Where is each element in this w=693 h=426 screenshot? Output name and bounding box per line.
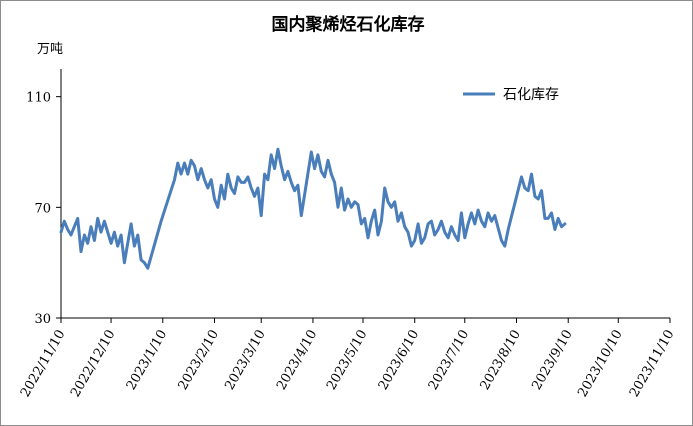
y-tick-group: 30 70 110 — [26, 91, 61, 327]
chart-title: 国内聚烯烃石化库存 — [272, 14, 425, 35]
legend-label: 石化库存 — [503, 87, 559, 103]
x-tick-label: 2023/2/10 — [176, 328, 222, 393]
y-tick-label: 70 — [34, 201, 51, 216]
x-tick-label: 2023/6/10 — [376, 328, 422, 393]
x-tick-label: 2023/3/10 — [222, 328, 268, 393]
x-tick-label: 2023/8/10 — [478, 328, 524, 393]
x-tick-label: 2023/10/10 — [575, 328, 625, 400]
series-line-石化库存 — [59, 147, 567, 270]
x-tick-label: 2023/5/10 — [324, 328, 370, 393]
x-tick-label: 2023/11/10 — [627, 328, 677, 400]
x-tick-group: 2022/11/10 2022/12/10 2023/1/10 2023/2/10 20… — [18, 318, 677, 400]
x-tick-label: 2022/11/10 — [18, 328, 68, 400]
x-tick-label: 2023/9/10 — [529, 328, 575, 393]
x-tick-label: 2023/4/10 — [274, 328, 320, 393]
y-axis-unit: 万吨 — [37, 42, 63, 57]
y-tick-label: 30 — [34, 312, 51, 327]
y-tick-label: 110 — [26, 91, 51, 106]
x-tick-label: 2023/1/10 — [124, 328, 170, 393]
x-tick-label: 2022/12/10 — [68, 328, 118, 400]
legend: 石化库存 — [463, 87, 559, 103]
x-tick-label: 2023/7/10 — [426, 328, 472, 393]
